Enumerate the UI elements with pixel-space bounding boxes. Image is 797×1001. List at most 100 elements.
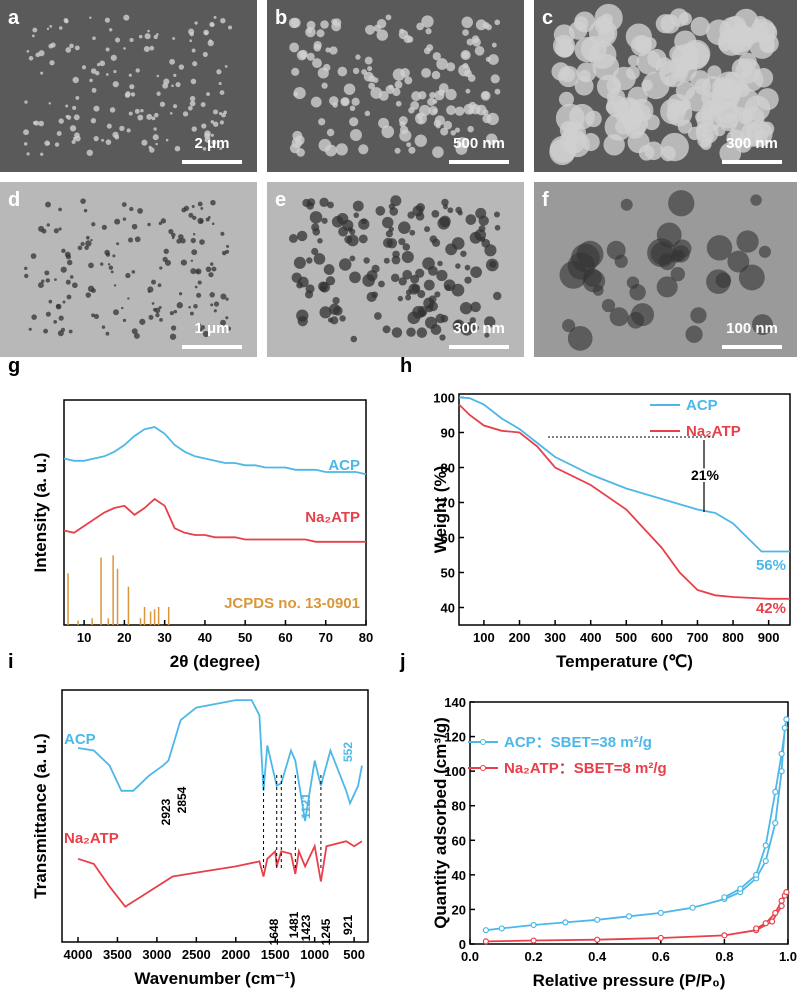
particle (656, 222, 682, 248)
x-tick-label: 700 (687, 630, 709, 645)
particle (211, 222, 215, 226)
annotation: 1121 (299, 793, 313, 819)
y-tick-label: 80 (452, 799, 466, 814)
micrograph: e 300 nm (267, 182, 524, 357)
particle (690, 16, 710, 36)
particle (756, 88, 779, 111)
particle (288, 234, 298, 243)
particle (183, 205, 190, 211)
particle (113, 284, 117, 287)
scale-label: 2 μm (194, 135, 229, 152)
particle (169, 311, 174, 316)
particle (26, 152, 30, 156)
particle (311, 247, 319, 256)
particle (416, 327, 428, 338)
particle (71, 139, 76, 145)
particle (171, 84, 174, 88)
particle (209, 292, 215, 298)
particle (311, 223, 320, 232)
particle (219, 120, 224, 125)
particle (151, 302, 155, 305)
annotation: 552 (341, 742, 355, 762)
particle (655, 14, 675, 34)
particle (293, 91, 299, 97)
particle (204, 31, 208, 35)
particle (210, 303, 214, 307)
annotation: 1648 (267, 918, 281, 945)
particle (211, 266, 217, 272)
scale-label: 100 nm (726, 320, 778, 337)
particle (352, 200, 364, 212)
particle (427, 97, 436, 106)
particle (644, 141, 664, 161)
particle (116, 242, 120, 246)
particle (38, 50, 45, 57)
particle (307, 28, 313, 34)
particle (129, 84, 135, 90)
data-point (721, 932, 728, 939)
particle (368, 75, 376, 83)
particle (383, 257, 390, 264)
particle (202, 330, 210, 338)
x-tick-label: 60 (278, 630, 292, 645)
x-tick-label: 80 (359, 630, 373, 645)
particle (374, 312, 382, 320)
particle (351, 97, 360, 106)
data-point (562, 919, 569, 926)
data-point (781, 724, 788, 732)
particle (226, 326, 232, 331)
particle (601, 298, 616, 313)
particle (454, 127, 461, 133)
particle (69, 275, 74, 279)
particle (131, 328, 138, 335)
particle (219, 90, 225, 95)
particle (353, 212, 360, 218)
particle (678, 12, 692, 26)
particle (81, 65, 87, 70)
particle (419, 104, 431, 117)
particle (155, 142, 158, 146)
particle (139, 318, 146, 325)
particle (176, 302, 183, 309)
particle (149, 147, 155, 153)
particle (491, 42, 497, 48)
particle (402, 269, 413, 280)
particle (642, 71, 670, 100)
particle (190, 268, 197, 275)
particle (434, 90, 445, 101)
data-point (772, 819, 779, 827)
y-tick-label: 70 (441, 496, 455, 511)
particle (445, 88, 457, 101)
particle (424, 226, 431, 233)
particle (736, 230, 759, 253)
particle (69, 125, 77, 132)
particle (562, 319, 576, 333)
particle (152, 134, 159, 141)
particle (197, 201, 203, 207)
particle (455, 263, 461, 269)
data-point (783, 889, 790, 896)
particle (719, 16, 747, 44)
y-tick-label: 80 (441, 461, 455, 476)
particle (43, 328, 49, 334)
particle (92, 36, 96, 40)
particle (467, 74, 476, 82)
particle (394, 147, 401, 154)
particle (128, 237, 134, 243)
x-tick-label: 0.0 (461, 949, 479, 964)
particle (484, 332, 490, 338)
data-point (762, 920, 769, 927)
particle (169, 333, 177, 340)
particle (352, 67, 360, 75)
particle (38, 225, 45, 232)
particle (401, 250, 414, 264)
particle (390, 273, 400, 283)
particle (165, 138, 169, 142)
particle (319, 281, 331, 293)
data-point (594, 936, 601, 943)
x-tick-label: 100 (473, 630, 495, 645)
particle (108, 265, 114, 270)
particle (66, 294, 72, 300)
particle (492, 291, 502, 301)
particle (40, 71, 44, 75)
